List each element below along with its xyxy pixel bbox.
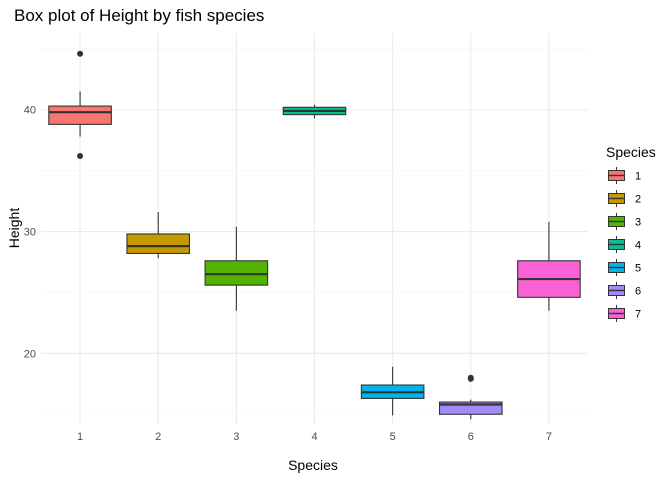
legend-label: 3 <box>635 217 641 229</box>
box-iqr <box>48 105 112 125</box>
grid-lines <box>41 33 588 424</box>
y-tick-label: 40 <box>24 105 36 117</box>
x-axis-ticks: 1 2 3 4 5 6 7 <box>77 431 552 443</box>
x-tick-label: 7 <box>546 431 552 443</box>
legend-label: 2 <box>635 194 641 206</box>
outlier-point <box>467 374 474 381</box>
legend-label: 5 <box>635 263 641 275</box>
outlier-point <box>77 50 84 57</box>
legend-item-4: 4 <box>608 236 641 253</box>
legend-item-5: 5 <box>608 259 641 276</box>
x-axis-title: Species <box>288 457 338 473</box>
box-iqr <box>204 260 269 286</box>
legend: Species 1 2 3 4 5 6 7 <box>606 144 656 322</box>
box-iqr <box>126 233 191 255</box>
legend-label: 6 <box>635 286 641 298</box>
x-tick-label: 2 <box>155 431 161 443</box>
box-species-2 <box>126 212 191 259</box>
legend-item-6: 6 <box>608 282 641 299</box>
box-species-5 <box>360 366 425 416</box>
legend-label: 1 <box>635 171 641 183</box>
y-tick-label: 30 <box>24 227 36 239</box>
box-species-3 <box>204 226 269 311</box>
x-tick-label: 4 <box>311 431 317 443</box>
legend-item-2: 2 <box>608 190 641 207</box>
legend-item-3: 3 <box>608 213 641 230</box>
x-tick-label: 3 <box>233 431 239 443</box>
box-species-6 <box>438 374 503 420</box>
y-axis-title: Height <box>6 208 22 249</box>
x-tick-label: 6 <box>468 431 474 443</box>
legend-label: 7 <box>635 309 641 321</box>
legend-label: 4 <box>635 240 641 252</box>
y-tick-label: 20 <box>24 348 36 360</box>
legend-item-7: 7 <box>608 305 641 322</box>
legend-item-1: 1 <box>608 167 641 184</box>
boxes <box>48 50 581 420</box>
chart-title: Box plot of Height by fish species <box>14 6 264 25</box>
legend-title: Species <box>606 144 656 160</box>
box-species-1 <box>48 50 112 160</box>
x-tick-label: 5 <box>390 431 396 443</box>
y-axis-ticks: 20 30 40 <box>24 105 36 361</box>
x-tick-label: 1 <box>77 431 83 443</box>
box-species-4 <box>282 104 347 119</box>
box-species-7 <box>517 221 581 311</box>
outlier-point <box>77 153 84 160</box>
